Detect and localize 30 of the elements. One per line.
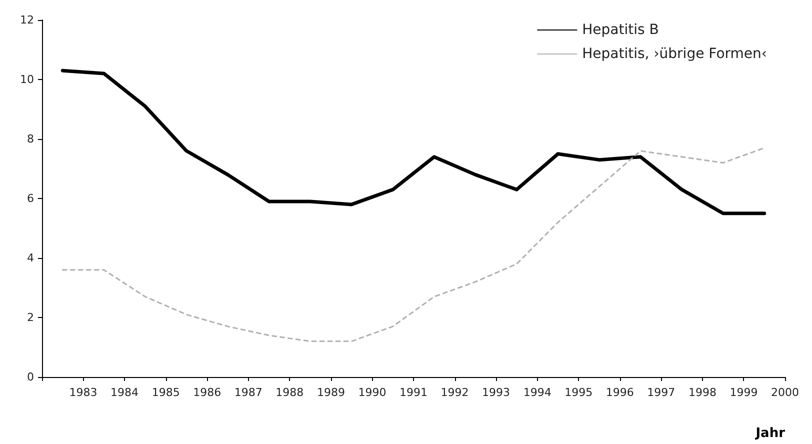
x-tick-label: 1984	[110, 386, 139, 399]
x-tick-label: 1989	[316, 386, 345, 399]
x-axis-title: Jahr	[754, 426, 786, 441]
x-tick-label: 1985	[152, 386, 180, 399]
y-tick-label: 10	[20, 73, 34, 86]
x-tick-label: 1990	[358, 386, 386, 399]
y-tick-label: 4	[27, 252, 34, 264]
x-tick-label: 2000	[771, 386, 799, 399]
x-tick-label: 1988	[276, 386, 304, 399]
legend-label: Hepatitis, ›übrige Formen‹	[582, 46, 768, 62]
x-tick-label: 1991	[400, 386, 428, 399]
line-series	[62, 147, 766, 342]
x-tick-label: 1983	[69, 386, 98, 399]
y-tick-label: 2	[27, 311, 34, 324]
x-tick-label: 1986	[193, 386, 222, 399]
x-tick-label: 1992	[440, 386, 469, 399]
x-tick-label: 1999	[730, 386, 758, 399]
x-tick-label: 1995	[564, 386, 593, 399]
line-series	[60, 68, 766, 216]
x-tick-label: 1996	[606, 386, 634, 399]
x-tick-label: 1993	[482, 386, 510, 399]
x-tick-label: 1998	[688, 386, 716, 399]
legend-label: Hepatitis B	[582, 22, 659, 38]
y-tick-label: 12	[20, 14, 34, 26]
y-tick-label: 0	[27, 370, 34, 384]
y-tick-label: 8	[27, 132, 34, 146]
x-tick-label: 1987	[234, 386, 262, 399]
x-tick-label: 1997	[647, 386, 676, 399]
x-tick-label: 1994	[523, 386, 552, 399]
y-tick-label: 6	[27, 192, 34, 205]
